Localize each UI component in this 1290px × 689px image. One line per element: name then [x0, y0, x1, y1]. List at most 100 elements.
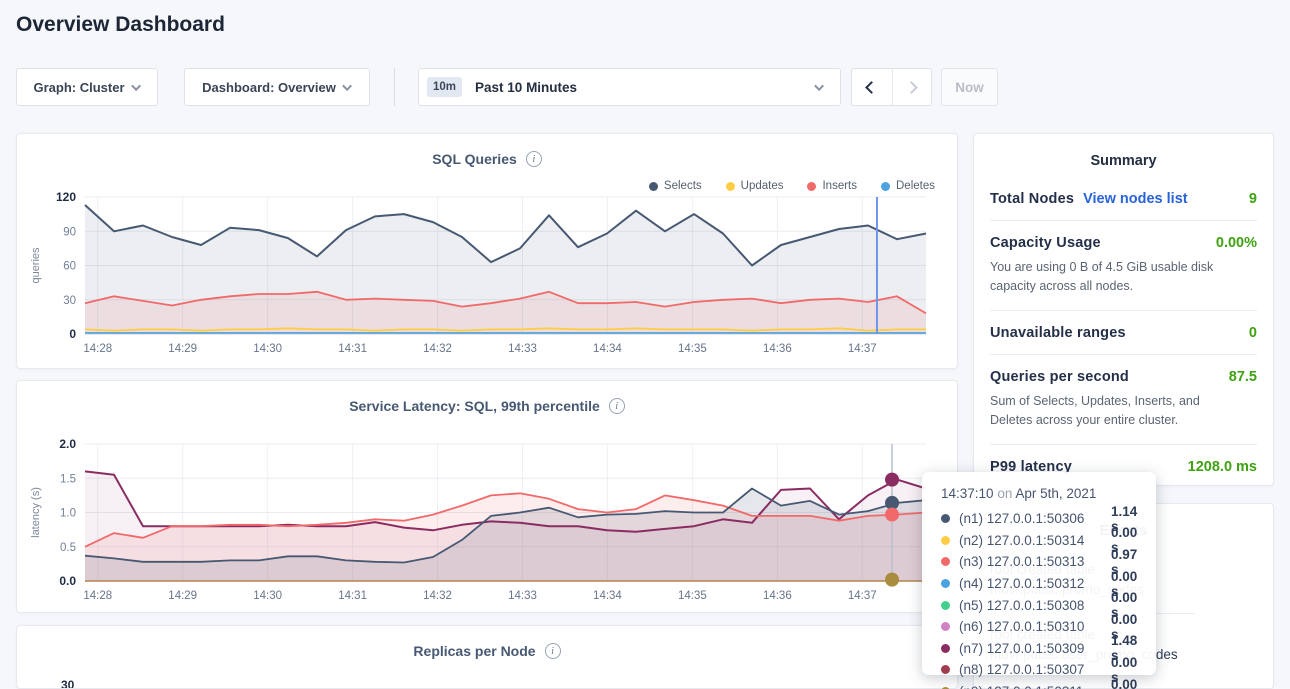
tooltip-node-row: (n6) 127.0.0.1:50310 0.00 s: [941, 612, 1142, 642]
x-axis-tick: 14:31: [338, 343, 367, 355]
chevron-down-icon: [341, 80, 352, 91]
view-nodes-list-link[interactable]: View nodes list: [1083, 191, 1188, 207]
time-nav-group: [851, 68, 932, 106]
x-axis-tick: 14:31: [338, 590, 367, 602]
summary-label: Capacity Usage: [990, 235, 1101, 251]
chart-hover-tooltip: 14:37:10 on Apr 5th, 2021 (n1) 127.0.0.1…: [922, 472, 1156, 689]
sql-queries-chart[interactable]: 14:28 14:29 14:30 14:31 14:32 14:33 14:34 14:35…: [17, 134, 959, 370]
summary-row-head: Capacity Usage 0.00%: [990, 235, 1257, 251]
series: [84, 204, 927, 334]
summary-label: P99 latency: [990, 458, 1072, 475]
tooltip-node-row: (n9) 127.0.0.1:503110.00 s: [941, 677, 1142, 689]
tooltip-node-value: 0.00 s: [1111, 611, 1138, 642]
time-prev-button[interactable]: [852, 69, 892, 105]
time-range-dropdown[interactable]: 10m Past 10 Minutes: [418, 68, 841, 106]
sql-queries-card: SQL Queries i Selects Updates Inserts Delet…: [16, 133, 958, 369]
chart-title: SQL Queries: [432, 151, 517, 167]
tooltip-node-address: (n1) 127.0.0.1:50306: [959, 511, 1085, 527]
y-axis-tick: 0.5: [60, 542, 76, 554]
summary-row-head: P99 latency 1208.0 ms: [990, 459, 1257, 475]
tooltip-node-address: (n6) 127.0.0.1:50310: [959, 619, 1085, 635]
y-axis-tick: 2.0: [59, 437, 76, 451]
x-axis-tick: 14:29: [168, 590, 197, 602]
summary-value: 9: [1248, 191, 1257, 207]
series-area: [85, 471, 926, 581]
page-title: Overview Dashboard: [16, 13, 225, 36]
summary-value: 1208.0 ms: [1187, 458, 1257, 475]
tooltip-node-address: (n4) 127.0.0.1:50312: [959, 576, 1085, 592]
legend-item-selects[interactable]: Selects: [648, 180, 702, 192]
legend-item-deletes[interactable]: Deletes: [881, 180, 935, 192]
time-next-button[interactable]: [891, 69, 932, 105]
series-dot-icon: [941, 514, 950, 524]
dashboard-dropdown[interactable]: Dashboard: Overview: [184, 68, 370, 106]
chart-title: Service Latency: SQL, 99th percentile: [349, 398, 600, 414]
summary-value: 0: [1248, 324, 1257, 341]
graph-dropdown[interactable]: Graph: Cluster: [16, 68, 158, 106]
series-dot-icon: [941, 579, 950, 589]
series-dot-icon: [941, 643, 950, 653]
tooltip-node-address: (n9) 127.0.0.1:50311: [959, 684, 1111, 689]
tooltip-rows: (n1) 127.0.0.1:50306 1.14 s (n2) 127.0.0.1…: [941, 504, 1142, 689]
summary-value: 87.5: [1228, 368, 1257, 385]
x-axis-tick: 14:29: [168, 343, 197, 355]
now-button[interactable]: Now: [941, 68, 998, 106]
series-line: [84, 487, 927, 564]
summary-row: Total Nodes View nodes list 9: [990, 177, 1257, 220]
x-axis-tick: 14:34: [593, 590, 622, 602]
tooltip-timestamp: 14:37:10 on Apr 5th, 2021: [941, 486, 1142, 501]
legend-label: Selects: [663, 180, 702, 192]
summary-title: Summary: [1090, 153, 1157, 169]
summary-value: 0.00%: [1215, 235, 1257, 251]
legend-dot-icon: [807, 181, 817, 191]
y-axis-tick: 0.0: [59, 574, 76, 588]
tooltip-sep: on: [997, 486, 1013, 501]
summary-panel: Summary Total Nodes View nodes list 9 Capac…: [973, 133, 1274, 486]
y-axis-tick: 90: [63, 226, 76, 238]
x-axis-tick: 14:28: [83, 590, 112, 602]
chart-title-row: Service Latency: SQL, 99th percentile i: [17, 398, 957, 414]
service-latency-chart[interactable]: 14:28 14:29 14:30 14:31 14:32 14:33 14:34 14:35…: [17, 381, 959, 614]
series-dot-icon: [941, 665, 950, 675]
x-axis-tick: 14:35: [678, 590, 707, 602]
time-range-label: Past 10 Minutes: [475, 79, 578, 95]
tooltip-node-value: 1.48 s: [1111, 633, 1138, 664]
x-axis-tick: 14:35: [678, 343, 707, 355]
hover-dot-icon: [885, 507, 900, 522]
legend-label: Updates: [740, 180, 784, 192]
info-icon[interactable]: i: [544, 643, 561, 659]
summary-row: P99 latency 1208.0 ms: [990, 443, 1257, 488]
series-dot-icon: [941, 535, 950, 545]
series-line: [84, 204, 927, 267]
toolbar: Graph: Cluster Dashboard: Overview 10m P…: [0, 68, 1290, 106]
legend-item-inserts[interactable]: Inserts: [807, 180, 857, 192]
tooltip-node-value: 0.00 s: [1111, 676, 1138, 689]
series-area: [85, 205, 926, 334]
x-axis-tick: 14:33: [508, 590, 537, 602]
service-latency-card: Service Latency: SQL, 99th percentile i …: [16, 380, 958, 613]
info-icon[interactable]: i: [608, 398, 625, 414]
series-dot-icon: [941, 687, 950, 689]
info-icon[interactable]: i: [525, 151, 542, 167]
tooltip-node-row: (n7) 127.0.0.1:50309 1.48 s: [941, 633, 1142, 663]
series-dot-icon: [941, 557, 950, 567]
y-axis-tick: 30: [63, 295, 76, 307]
chevron-right-icon: [905, 80, 919, 94]
summary-label: Unavailable ranges: [990, 324, 1126, 341]
series-line: [84, 470, 927, 533]
tooltip-node-value: 0.00 s: [1111, 590, 1138, 621]
tooltip-time: 14:37:10: [941, 486, 994, 501]
x-axis-tick: 14:36: [763, 343, 792, 355]
x-axis-tick: 14:32: [423, 343, 452, 355]
tooltip-node-address: (n3) 127.0.0.1:50313: [959, 554, 1085, 570]
x-axis-tick: 14:33: [508, 343, 537, 355]
series-line: [84, 492, 927, 548]
tooltip-node-row: (n2) 127.0.0.1:50314 0.00 s: [941, 525, 1142, 555]
tooltip-node-value: 0.97 s: [1111, 546, 1138, 577]
x-axis-tick: 14:30: [253, 343, 282, 355]
legend-label: Inserts: [822, 180, 857, 192]
y-axis-tick: 1.5: [60, 473, 76, 485]
x-axis-tick: 14:34: [593, 343, 622, 355]
summary-row-head: Queries per second 87.5: [990, 369, 1257, 385]
legend-item-updates[interactable]: Updates: [725, 180, 784, 192]
